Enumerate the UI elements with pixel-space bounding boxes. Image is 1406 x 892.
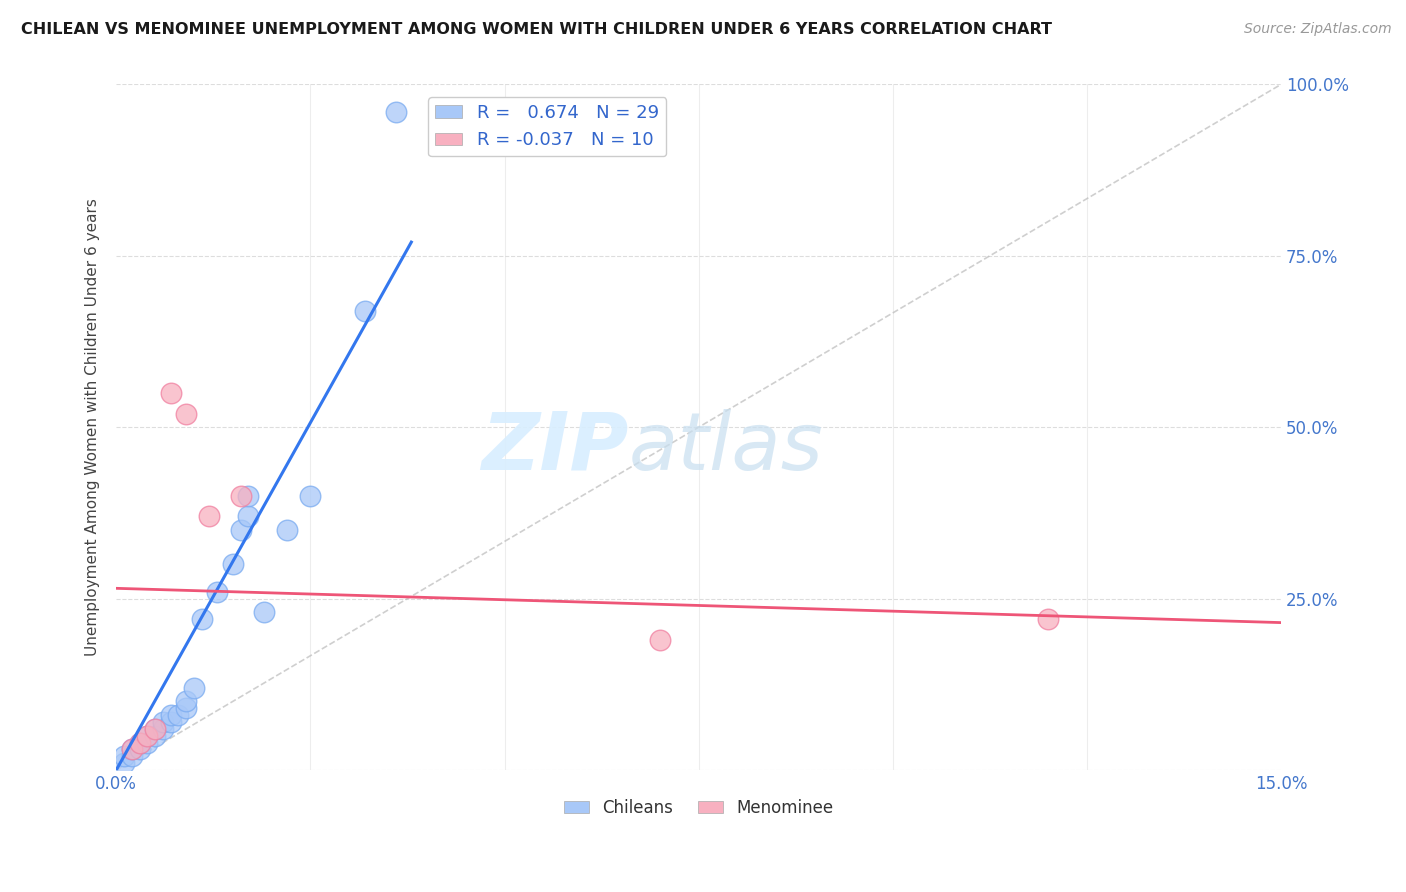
Text: Source: ZipAtlas.com: Source: ZipAtlas.com	[1244, 22, 1392, 37]
Point	[229, 489, 252, 503]
Y-axis label: Unemployment Among Women with Children Under 6 years: Unemployment Among Women with Children U…	[86, 198, 100, 657]
Point	[136, 735, 159, 749]
Legend: Chileans, Menominee: Chileans, Menominee	[557, 792, 841, 823]
Point	[167, 708, 190, 723]
Point	[121, 742, 143, 756]
Point	[299, 489, 322, 503]
Point	[152, 722, 174, 736]
Point	[136, 729, 159, 743]
Point	[128, 735, 150, 749]
Point	[159, 708, 181, 723]
Point	[183, 681, 205, 695]
Point	[112, 749, 135, 764]
Point	[112, 756, 135, 771]
Point	[128, 742, 150, 756]
Point	[152, 714, 174, 729]
Point	[238, 509, 260, 524]
Point	[159, 714, 181, 729]
Point	[253, 605, 276, 619]
Text: ZIP: ZIP	[481, 409, 628, 487]
Point	[121, 742, 143, 756]
Point	[276, 523, 298, 537]
Point	[159, 386, 181, 401]
Point	[174, 694, 197, 708]
Point	[128, 735, 150, 749]
Point	[143, 722, 166, 736]
Point	[1036, 612, 1059, 626]
Point	[648, 632, 671, 647]
Point	[143, 729, 166, 743]
Point	[353, 303, 375, 318]
Point	[190, 612, 212, 626]
Point	[174, 407, 197, 421]
Point	[121, 749, 143, 764]
Point	[238, 489, 260, 503]
Text: CHILEAN VS MENOMINEE UNEMPLOYMENT AMONG WOMEN WITH CHILDREN UNDER 6 YEARS CORREL: CHILEAN VS MENOMINEE UNEMPLOYMENT AMONG …	[21, 22, 1052, 37]
Point	[222, 558, 245, 572]
Point	[198, 509, 221, 524]
Point	[143, 722, 166, 736]
Text: atlas: atlas	[628, 409, 824, 487]
Point	[136, 729, 159, 743]
Point	[205, 584, 228, 599]
Point	[229, 523, 252, 537]
Point	[174, 701, 197, 715]
Point	[385, 104, 408, 119]
